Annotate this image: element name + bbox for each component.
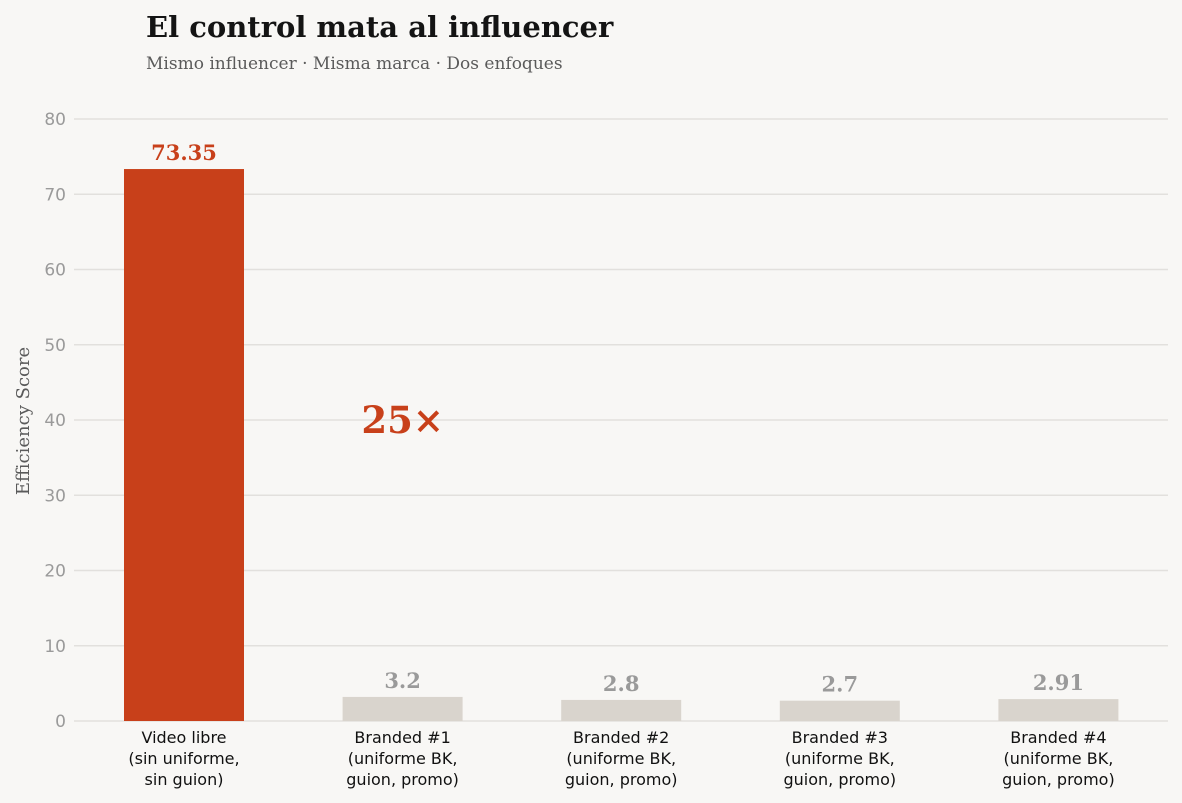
bar [124,169,244,721]
value-labels: 73.35 3.2 2.8 2.7 2.91 [151,140,1084,697]
y-tick-label: 50 [44,336,66,356]
category-label: guion, promo) [565,770,678,789]
y-tick-label: 70 [44,185,66,205]
bar-value-label: 2.8 [603,671,640,696]
chart-title: El control mata al influencer [146,10,614,44]
y-axis-label: Efficiency Score [13,347,34,495]
category-label: Branded #2 [573,728,669,747]
category-label: guion, promo) [1002,770,1115,789]
y-axis-ticks: 0 10 20 30 40 50 60 70 80 [44,110,66,732]
category-labels: Video libre (sin uniforme, sin guion) Brand… [128,728,1114,789]
bar [342,696,463,721]
category-label: guion, promo) [783,770,896,789]
bar [561,699,682,721]
y-tick-label: 30 [44,486,66,506]
chart-subtitle: Mismo influencer · Misma marca · Dos enf… [146,54,563,74]
category-label: (uniforme BK, [348,749,458,768]
y-tick-label: 20 [44,562,66,582]
bar [998,699,1119,721]
category-label: (uniforme BK, [785,749,895,768]
bar-value-label: 2.91 [1033,670,1084,695]
category-label: (sin uniforme, [128,749,239,768]
category-label: Video libre [141,728,226,747]
bar-value-label: 2.7 [822,672,859,697]
bar-value-label: 3.2 [384,668,421,693]
bars [124,169,1119,721]
category-label: guion, promo) [346,770,459,789]
category-label: (uniforme BK, [1004,749,1114,768]
category-label: Branded #4 [1010,728,1106,747]
y-tick-label: 40 [44,411,66,431]
category-label: (uniforme BK, [566,749,676,768]
y-tick-label: 10 [44,637,66,657]
category-label: sin guion) [145,770,224,789]
bar [779,700,900,721]
ratio-annotation: 25× [361,398,444,442]
y-tick-label: 80 [44,110,66,130]
category-label: Branded #1 [354,728,450,747]
y-tick-label: 60 [44,261,66,281]
category-label: Branded #3 [792,728,888,747]
y-tick-label: 0 [55,712,66,732]
bar-value-label: 73.35 [151,140,217,165]
